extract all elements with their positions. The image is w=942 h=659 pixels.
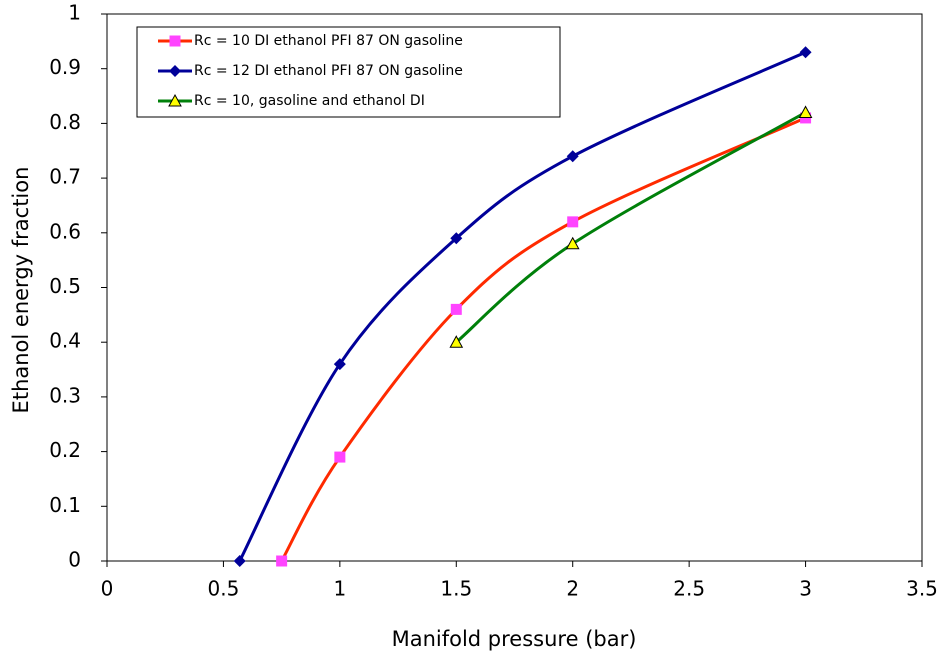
y-tick-label: 0.3 — [49, 383, 81, 407]
marker — [450, 232, 463, 245]
marker — [450, 303, 462, 315]
y-axis-title: Ethanol energy fraction — [9, 167, 33, 414]
y-tick-label: 0.4 — [49, 329, 81, 353]
y-tick-label: 0.7 — [49, 165, 81, 189]
marker — [169, 65, 181, 77]
y-tick-label: 0.1 — [49, 493, 81, 517]
marker — [233, 555, 246, 567]
legend-box — [136, 26, 561, 118]
y-tick-label: 1 — [68, 1, 81, 25]
marker — [567, 216, 579, 228]
y-tick-label: 0.8 — [49, 110, 81, 134]
marker — [565, 236, 580, 250]
legend-label: Rc = 10, gasoline and ethanol DI — [194, 93, 425, 109]
y-tick-label: 0.9 — [49, 55, 81, 79]
series-line — [455, 111, 807, 344]
y-tick-label: 0.5 — [49, 274, 81, 298]
x-tick-label: 2 — [566, 577, 579, 601]
marker — [333, 358, 346, 371]
marker — [276, 555, 288, 567]
marker — [566, 150, 579, 163]
marker — [798, 105, 813, 118]
x-tick-label: 1.5 — [440, 577, 472, 601]
x-axis-title: Manifold pressure (bar) — [392, 627, 637, 651]
x-tick-label: 2.5 — [673, 577, 705, 601]
series-line — [280, 116, 807, 562]
y-tick-label: 0 — [68, 548, 81, 572]
x-tick-label: 3.5 — [906, 577, 938, 601]
marker — [449, 335, 464, 348]
marker — [334, 451, 346, 463]
marker — [168, 93, 182, 107]
x-tick-label: 0.5 — [208, 577, 240, 601]
marker — [799, 46, 812, 59]
x-tick-label: 3 — [799, 577, 812, 601]
x-tick-label: 0 — [101, 577, 114, 601]
series-line — [238, 50, 807, 562]
legend-label: Rc = 10 DI ethanol PFI 87 ON gasoline — [194, 33, 463, 49]
x-tick-label: 1 — [333, 577, 346, 601]
marker — [169, 35, 181, 47]
y-tick-label: 0.2 — [49, 438, 81, 462]
y-tick-label: 0.6 — [49, 219, 81, 243]
legend-label: Rc = 12 DI ethanol PFI 87 ON gasoline — [194, 63, 463, 79]
